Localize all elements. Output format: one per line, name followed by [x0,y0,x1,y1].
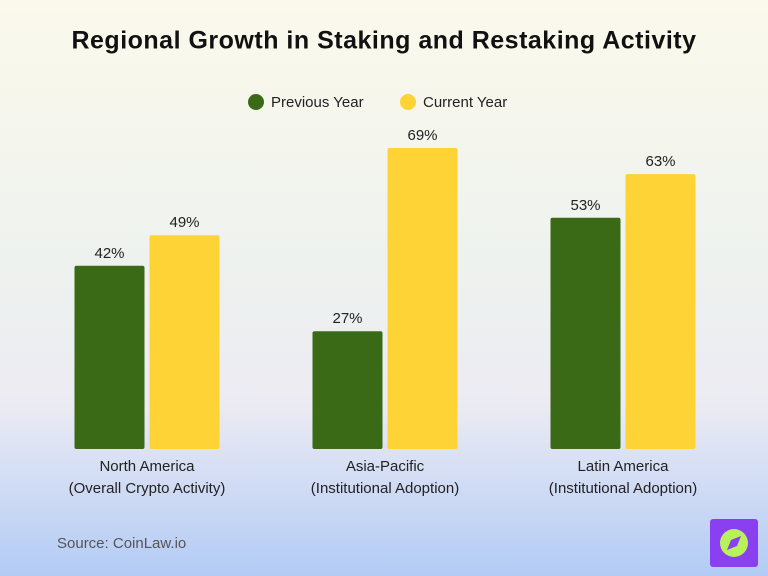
x-tick-label: (Institutional Adoption) [549,480,697,497]
bar [550,217,621,449]
chart-title: Regional Growth in Staking and Restaking… [71,27,696,55]
x-tick-label: (Overall Crypto Activity) [69,480,226,497]
x-tick-label: North America [99,458,195,475]
value-label: 27% [332,310,362,327]
logo-needle [727,536,741,550]
value-label: 49% [169,214,199,231]
x-tick-label: Asia-Pacific [346,458,425,475]
legend-marker [248,94,264,110]
legend-label: Current Year [423,94,507,111]
value-label: 42% [94,245,124,262]
x-tick-label: (Institutional Adoption) [311,480,459,497]
value-label: 53% [570,197,600,214]
legend-label: Previous Year [271,94,364,111]
logo [710,519,758,567]
bar [149,235,220,449]
value-label: 69% [407,127,437,144]
value-label: 63% [645,153,675,170]
x-tick-label: Latin America [578,458,670,475]
source: Source: CoinLaw.io [57,535,186,552]
bar [74,265,145,449]
bar [387,148,458,449]
legend-marker [400,94,416,110]
bar [312,331,383,449]
bar [625,174,696,449]
